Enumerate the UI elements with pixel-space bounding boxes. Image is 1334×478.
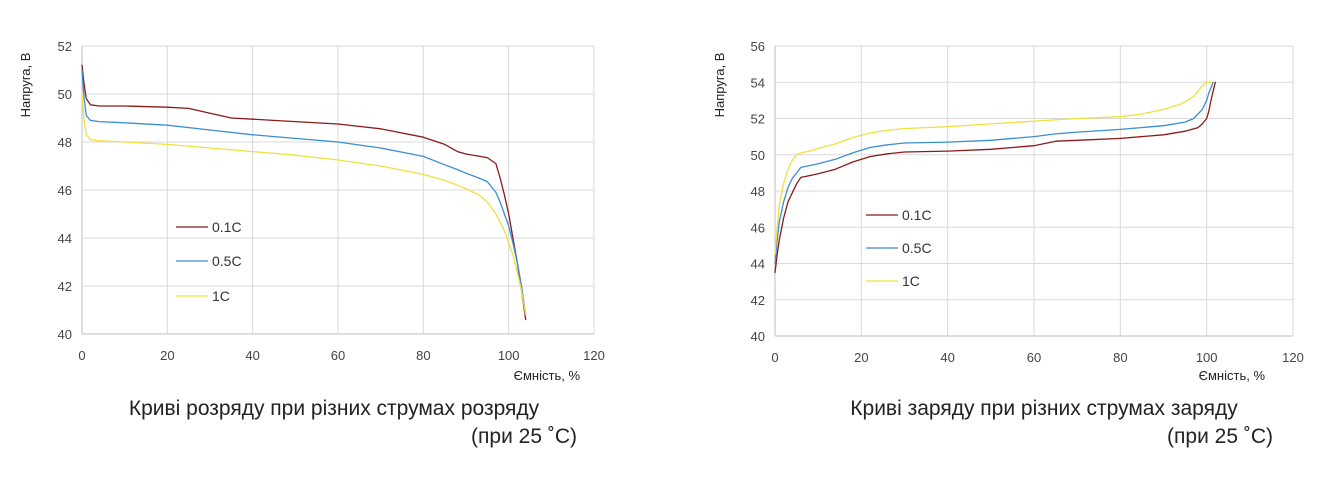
chart-caption: (при 25 ˚С) [471,425,577,448]
y-tick-label: 44 [751,257,765,272]
y-axis-title: Напруга, В [712,53,727,118]
x-tick-label: 80 [416,348,430,363]
y-tick-label: 40 [58,327,72,342]
charge-chart: 40 42 44 46 48 50 52 54 56 0 20 40 60 80 100 120 Напруга… [712,39,1304,448]
x-tick-label: 80 [1113,350,1127,365]
series-line-0.1С [774,81,1216,274]
chart-caption: (при 25 ˚С) [1167,425,1273,448]
y-tick-label: 46 [58,183,72,198]
y-tick-label: 40 [751,329,765,344]
legend-label: 1С [212,288,230,304]
x-tick-label: 20 [160,348,174,363]
x-axis-title: Ємність, % [1199,368,1266,383]
series-line-0.5С [81,69,527,316]
y-tick-label: 50 [751,148,765,163]
x-tick-label: 0 [771,350,778,365]
legend-label: 0.5С [902,240,932,256]
series-line-1С [81,93,527,316]
y-tick-label: 48 [58,135,72,150]
legend-label: 0.1С [902,207,932,223]
x-tick-label: 120 [1282,350,1304,365]
discharge-chart: 40 42 44 46 48 50 52 0 20 40 60 80 100 120 Напруга, В Є… [18,39,605,448]
legend-label: 0.5С [212,253,242,269]
series-line-1С [774,81,1212,256]
y-tick-label: 56 [751,39,765,54]
x-tick-label: 100 [1196,350,1218,365]
x-axis-title: Ємність, % [514,368,581,383]
x-tick-label: 120 [583,348,605,363]
series-line-0.1С [81,64,527,321]
y-tick-label: 52 [751,112,765,127]
y-tick-label: 48 [751,184,765,199]
x-tick-label: 40 [245,348,259,363]
y-tick-label: 54 [751,75,765,90]
x-tick-label: 60 [331,348,345,363]
legend-label: 1С [902,273,920,289]
x-tick-label: 60 [1027,350,1041,365]
x-tick-label: 0 [78,348,85,363]
y-axis-title: Напруга, В [18,53,33,118]
series-line-0.5С [774,81,1214,265]
x-tick-label: 20 [854,350,868,365]
y-tick-label: 42 [58,279,72,294]
y-tick-label: 42 [751,293,765,308]
y-tick-label: 52 [58,39,72,54]
chart-caption: Криві заряду при різних струмах заряду [850,397,1238,420]
chart-caption: Криві розряду при різних струмах розряду [129,397,540,420]
y-tick-label: 50 [58,87,72,102]
x-tick-label: 40 [940,350,954,365]
y-tick-label: 46 [751,220,765,235]
x-tick-label: 100 [498,348,520,363]
legend-label: 0.1С [212,219,242,235]
y-tick-label: 44 [58,231,72,246]
